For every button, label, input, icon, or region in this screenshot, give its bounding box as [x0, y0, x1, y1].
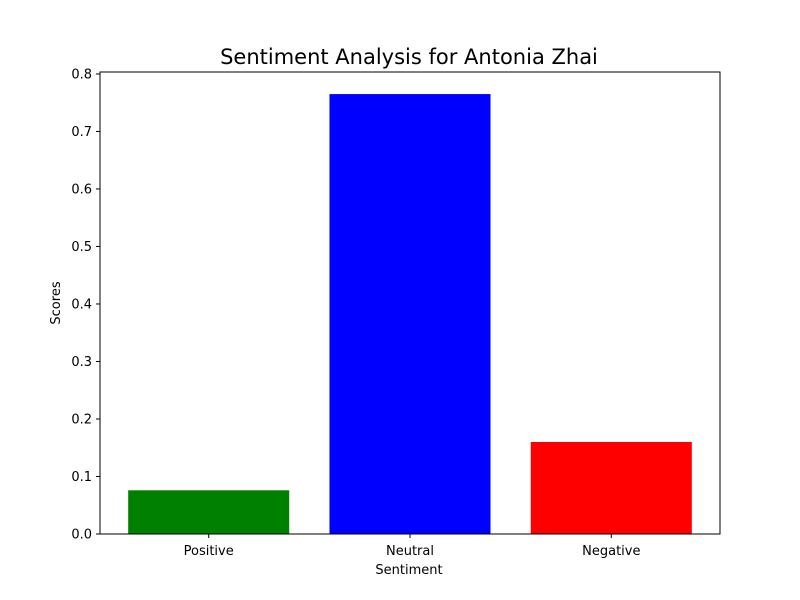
y-axis-label: Scores: [49, 281, 64, 324]
y-tick-label: 0.8: [71, 67, 92, 82]
y-tick-label: 0.6: [71, 182, 92, 197]
bar-negative: [530, 441, 692, 534]
x-axis-label: Sentiment: [375, 563, 442, 578]
y-tick-label: 0.0: [71, 528, 92, 543]
y-tick-label: 0.3: [71, 355, 92, 370]
bar-neutral: [329, 94, 491, 534]
y-tick-label: 0.2: [71, 412, 92, 427]
x-tick-label: Negative: [582, 544, 640, 559]
y-tick-label: 0.4: [71, 297, 92, 312]
bars-layer: [128, 94, 692, 534]
bar-positive: [128, 490, 290, 534]
y-axis: 0.0 0.1 0.2 0.3 0.4 0.5 0.6 0.7 0.8: [71, 67, 100, 543]
x-tick-label: Positive: [184, 544, 234, 559]
y-tick-label: 0.5: [71, 240, 92, 255]
y-tick-label: 0.7: [71, 125, 92, 140]
y-tick-label: 0.1: [71, 470, 92, 485]
chart-title: Sentiment Analysis for Antonia Zhai: [220, 45, 598, 69]
x-tick-label: Neutral: [386, 544, 434, 559]
x-axis: Positive Neutral Negative: [184, 534, 640, 559]
